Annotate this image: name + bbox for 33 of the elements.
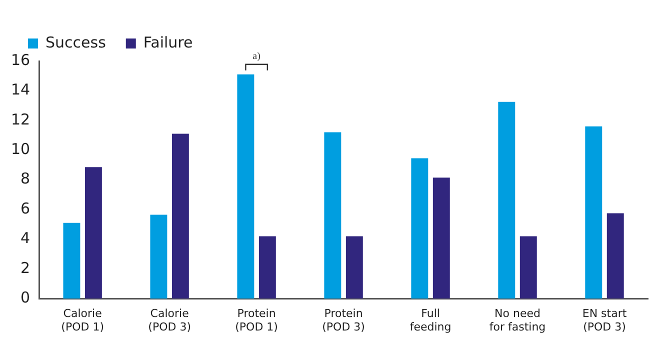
annotation: a) xyxy=(252,50,260,62)
x-tick-label: Protein (POD 3) xyxy=(322,307,365,334)
bar xyxy=(63,222,80,299)
bar xyxy=(520,236,537,299)
bar xyxy=(346,236,363,299)
x-tick-label: Calorie (POD 3) xyxy=(148,307,191,334)
bar xyxy=(411,158,428,299)
legend-label: Success xyxy=(46,33,106,52)
y-tick-label: 10 xyxy=(10,140,30,158)
y-tick-label: 2 xyxy=(20,258,30,277)
y-tick-label: 6 xyxy=(20,199,30,218)
y-tick-label: 4 xyxy=(20,229,30,248)
bar xyxy=(237,74,254,299)
bar xyxy=(172,134,189,299)
x-tick-label: Full feeding xyxy=(410,307,452,334)
bar xyxy=(432,178,450,299)
y-tick-label: 8 xyxy=(20,170,30,188)
legend-label: Failure xyxy=(143,33,193,52)
x-tick-label: Protein (POD 1) xyxy=(235,307,278,334)
x-tick-label: Calorie (POD 1) xyxy=(61,307,104,334)
bar xyxy=(258,236,276,299)
bar xyxy=(498,102,516,299)
x-tick-label: No need for fasting xyxy=(489,307,546,334)
bar xyxy=(150,214,168,299)
bar xyxy=(606,213,624,299)
x-tick-label: EN start (POD 3) xyxy=(582,307,628,334)
y-tick-label: 12 xyxy=(10,110,30,128)
bar xyxy=(585,126,602,299)
bar xyxy=(324,132,342,299)
bar xyxy=(84,167,102,299)
y-tick-label: 16 xyxy=(10,50,30,69)
y-tick-label: 14 xyxy=(10,80,30,99)
y-tick-label: 0 xyxy=(20,288,30,306)
